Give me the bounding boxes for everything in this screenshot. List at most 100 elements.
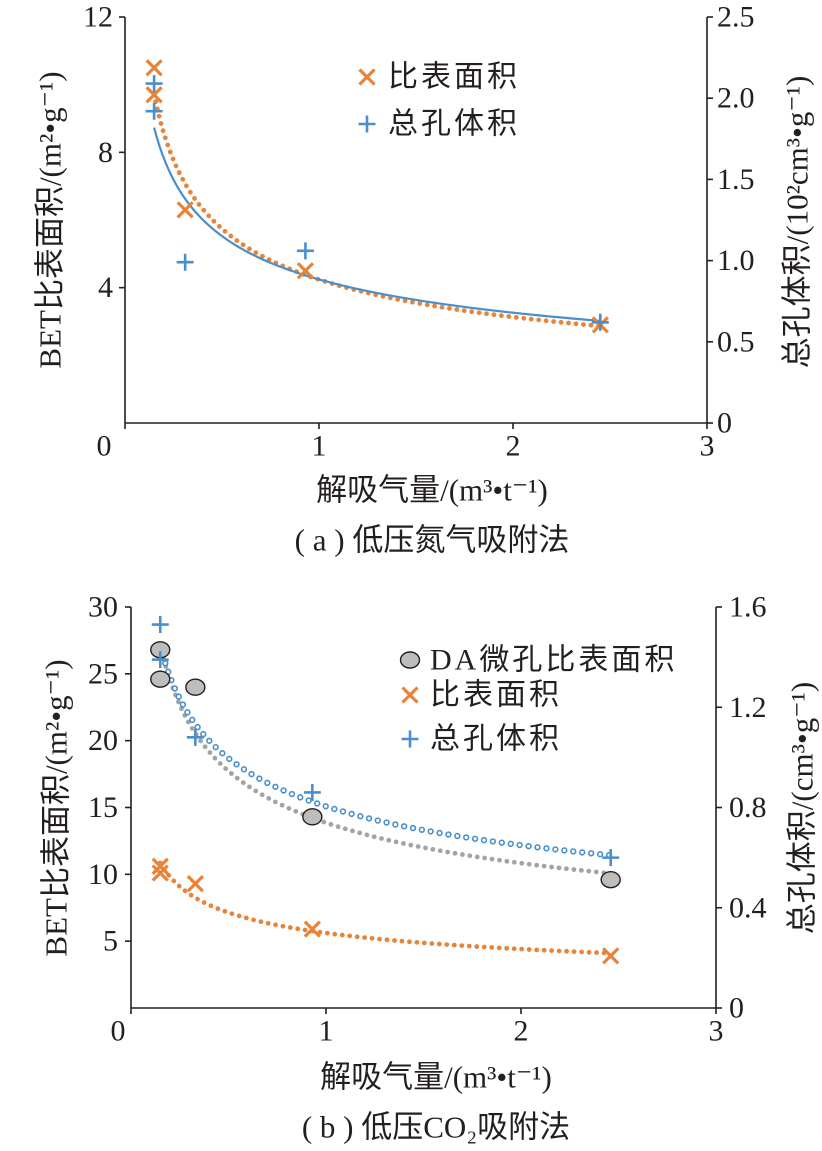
circle-mark xyxy=(150,670,171,688)
y2-tick-label: 1.0 xyxy=(717,244,755,277)
y2-tick-label: 1.5 xyxy=(717,163,755,196)
cross-mark xyxy=(186,875,204,893)
data-point xyxy=(151,616,169,634)
data-point xyxy=(296,262,315,280)
x-tick-label: 1 xyxy=(319,1015,334,1048)
plus-mark xyxy=(296,242,314,260)
plus-mark xyxy=(145,102,163,120)
y-tick-label: 30 xyxy=(88,591,118,624)
trendline-dot-holes xyxy=(158,644,613,857)
legend-label: 总孔体积 xyxy=(430,723,562,756)
panel-b-chart: BET比表面积/(m²•g⁻¹) 总孔体积/(cm³•g⁻¹) 解吸气量/(m³… xyxy=(39,591,820,1145)
panel-caption: ( b ) 低压CO₂吸附法 xyxy=(302,1110,570,1145)
x-axis-title: 解吸气量/(m³•t⁻¹) xyxy=(316,473,548,508)
cross-mark xyxy=(303,920,321,938)
data-point xyxy=(151,651,169,669)
legend-marker xyxy=(401,730,419,748)
legend-item: DA微孔比表面积 xyxy=(399,644,674,677)
right-axis-title: 总孔体积/(10²cm³•g⁻¹) xyxy=(780,76,815,369)
trendline xyxy=(153,127,601,322)
plot-area: 5 10 15 20 25 30 0 0.4 0.8 1.2 1.6 0 1 2 3 DA微孔比表面积比表面积… xyxy=(88,591,767,1048)
y-tick-label: 10 xyxy=(88,858,118,891)
plus-mark xyxy=(176,253,194,271)
plus-mark xyxy=(401,730,419,748)
legend-marker xyxy=(358,68,376,86)
data-point xyxy=(176,253,194,271)
x-tick-label: 3 xyxy=(709,1015,724,1048)
plus-mark xyxy=(186,728,204,746)
panel-caption: ( a ) 低压氮气吸附法 xyxy=(295,523,570,558)
x-tick-label: 0 xyxy=(97,430,112,463)
legend-marker xyxy=(358,115,376,133)
plus-mark xyxy=(591,313,609,331)
right-axis-title: 总孔体积/(cm³•g⁻¹) xyxy=(785,682,820,934)
data-point xyxy=(186,728,204,746)
circle-mark xyxy=(600,870,621,889)
data-point xyxy=(602,849,620,867)
y-tick-label: 8 xyxy=(98,136,113,169)
x-tick-label: 1 xyxy=(312,430,327,463)
data-point xyxy=(186,875,204,893)
cross-mark xyxy=(145,86,163,104)
legend-item: 总孔体积 xyxy=(401,723,562,756)
x-tick-label: 2 xyxy=(514,1015,529,1048)
trendline xyxy=(157,642,614,859)
x-tick-label: 2 xyxy=(506,430,521,463)
x-tick-label: 0 xyxy=(111,1015,126,1048)
data-point xyxy=(145,59,163,77)
data-point xyxy=(591,313,609,331)
trendline xyxy=(151,91,603,329)
cross-mark xyxy=(176,201,194,219)
legend-label: 比表面积 xyxy=(430,679,562,712)
data-point xyxy=(145,75,163,93)
cross-mark xyxy=(602,947,620,965)
data-point xyxy=(145,102,163,120)
plus-mark xyxy=(358,115,376,133)
legend-item: 比表面积 xyxy=(401,679,562,712)
y2-tick-label: 0 xyxy=(717,407,732,440)
y2-tick-label: 0.8 xyxy=(729,791,767,824)
data-point xyxy=(185,678,206,696)
data-point xyxy=(302,808,323,826)
legend-marker xyxy=(399,651,421,669)
data-point xyxy=(303,920,321,938)
y2-tick-label: 2.0 xyxy=(717,82,755,115)
cross-mark xyxy=(401,686,419,704)
left-axis-title: BET比表面积/(m²•g⁻¹) xyxy=(39,659,74,956)
plus-mark xyxy=(602,849,620,867)
cross-mark xyxy=(358,68,376,86)
data-point xyxy=(303,783,321,801)
x-tick-label: 3 xyxy=(700,430,715,463)
trendline xyxy=(157,860,614,956)
data-point xyxy=(176,201,194,219)
cross-mark xyxy=(151,864,169,882)
y2-tick-label: 0.5 xyxy=(717,325,755,358)
legend-item: 总孔体积 xyxy=(358,108,520,141)
y-tick-label: 12 xyxy=(83,1,113,34)
panel-a-chart: BET比表面积/(m²•g⁻¹) 总孔体积/(10²cm³•g⁻¹) 解吸气量/… xyxy=(33,1,815,558)
legend-label: 比表面积 xyxy=(388,61,520,94)
plus-mark xyxy=(151,616,169,634)
cross-mark xyxy=(296,262,315,280)
data-point xyxy=(151,857,169,875)
data-point xyxy=(600,870,621,889)
y-tick-label: 15 xyxy=(88,791,118,824)
cross-mark xyxy=(151,857,169,875)
y2-tick-label: 2.5 xyxy=(717,1,755,34)
y-tick-label: 4 xyxy=(98,271,113,304)
data-point xyxy=(602,947,620,965)
data-point xyxy=(296,242,314,260)
data-point xyxy=(150,670,171,688)
left-axis-title: BET比表面积/(m²•g⁻¹) xyxy=(33,71,68,368)
x-axis-title: 解吸气量/(m³•t⁻¹) xyxy=(320,1060,552,1095)
plus-mark xyxy=(145,75,163,93)
legend-label: 总孔体积 xyxy=(388,108,520,141)
cross-mark xyxy=(145,59,163,77)
y-tick-label: 20 xyxy=(88,724,118,757)
plus-mark xyxy=(303,783,321,801)
data-point xyxy=(151,864,169,882)
data-point xyxy=(145,86,163,104)
y-tick-label: 25 xyxy=(88,657,118,690)
